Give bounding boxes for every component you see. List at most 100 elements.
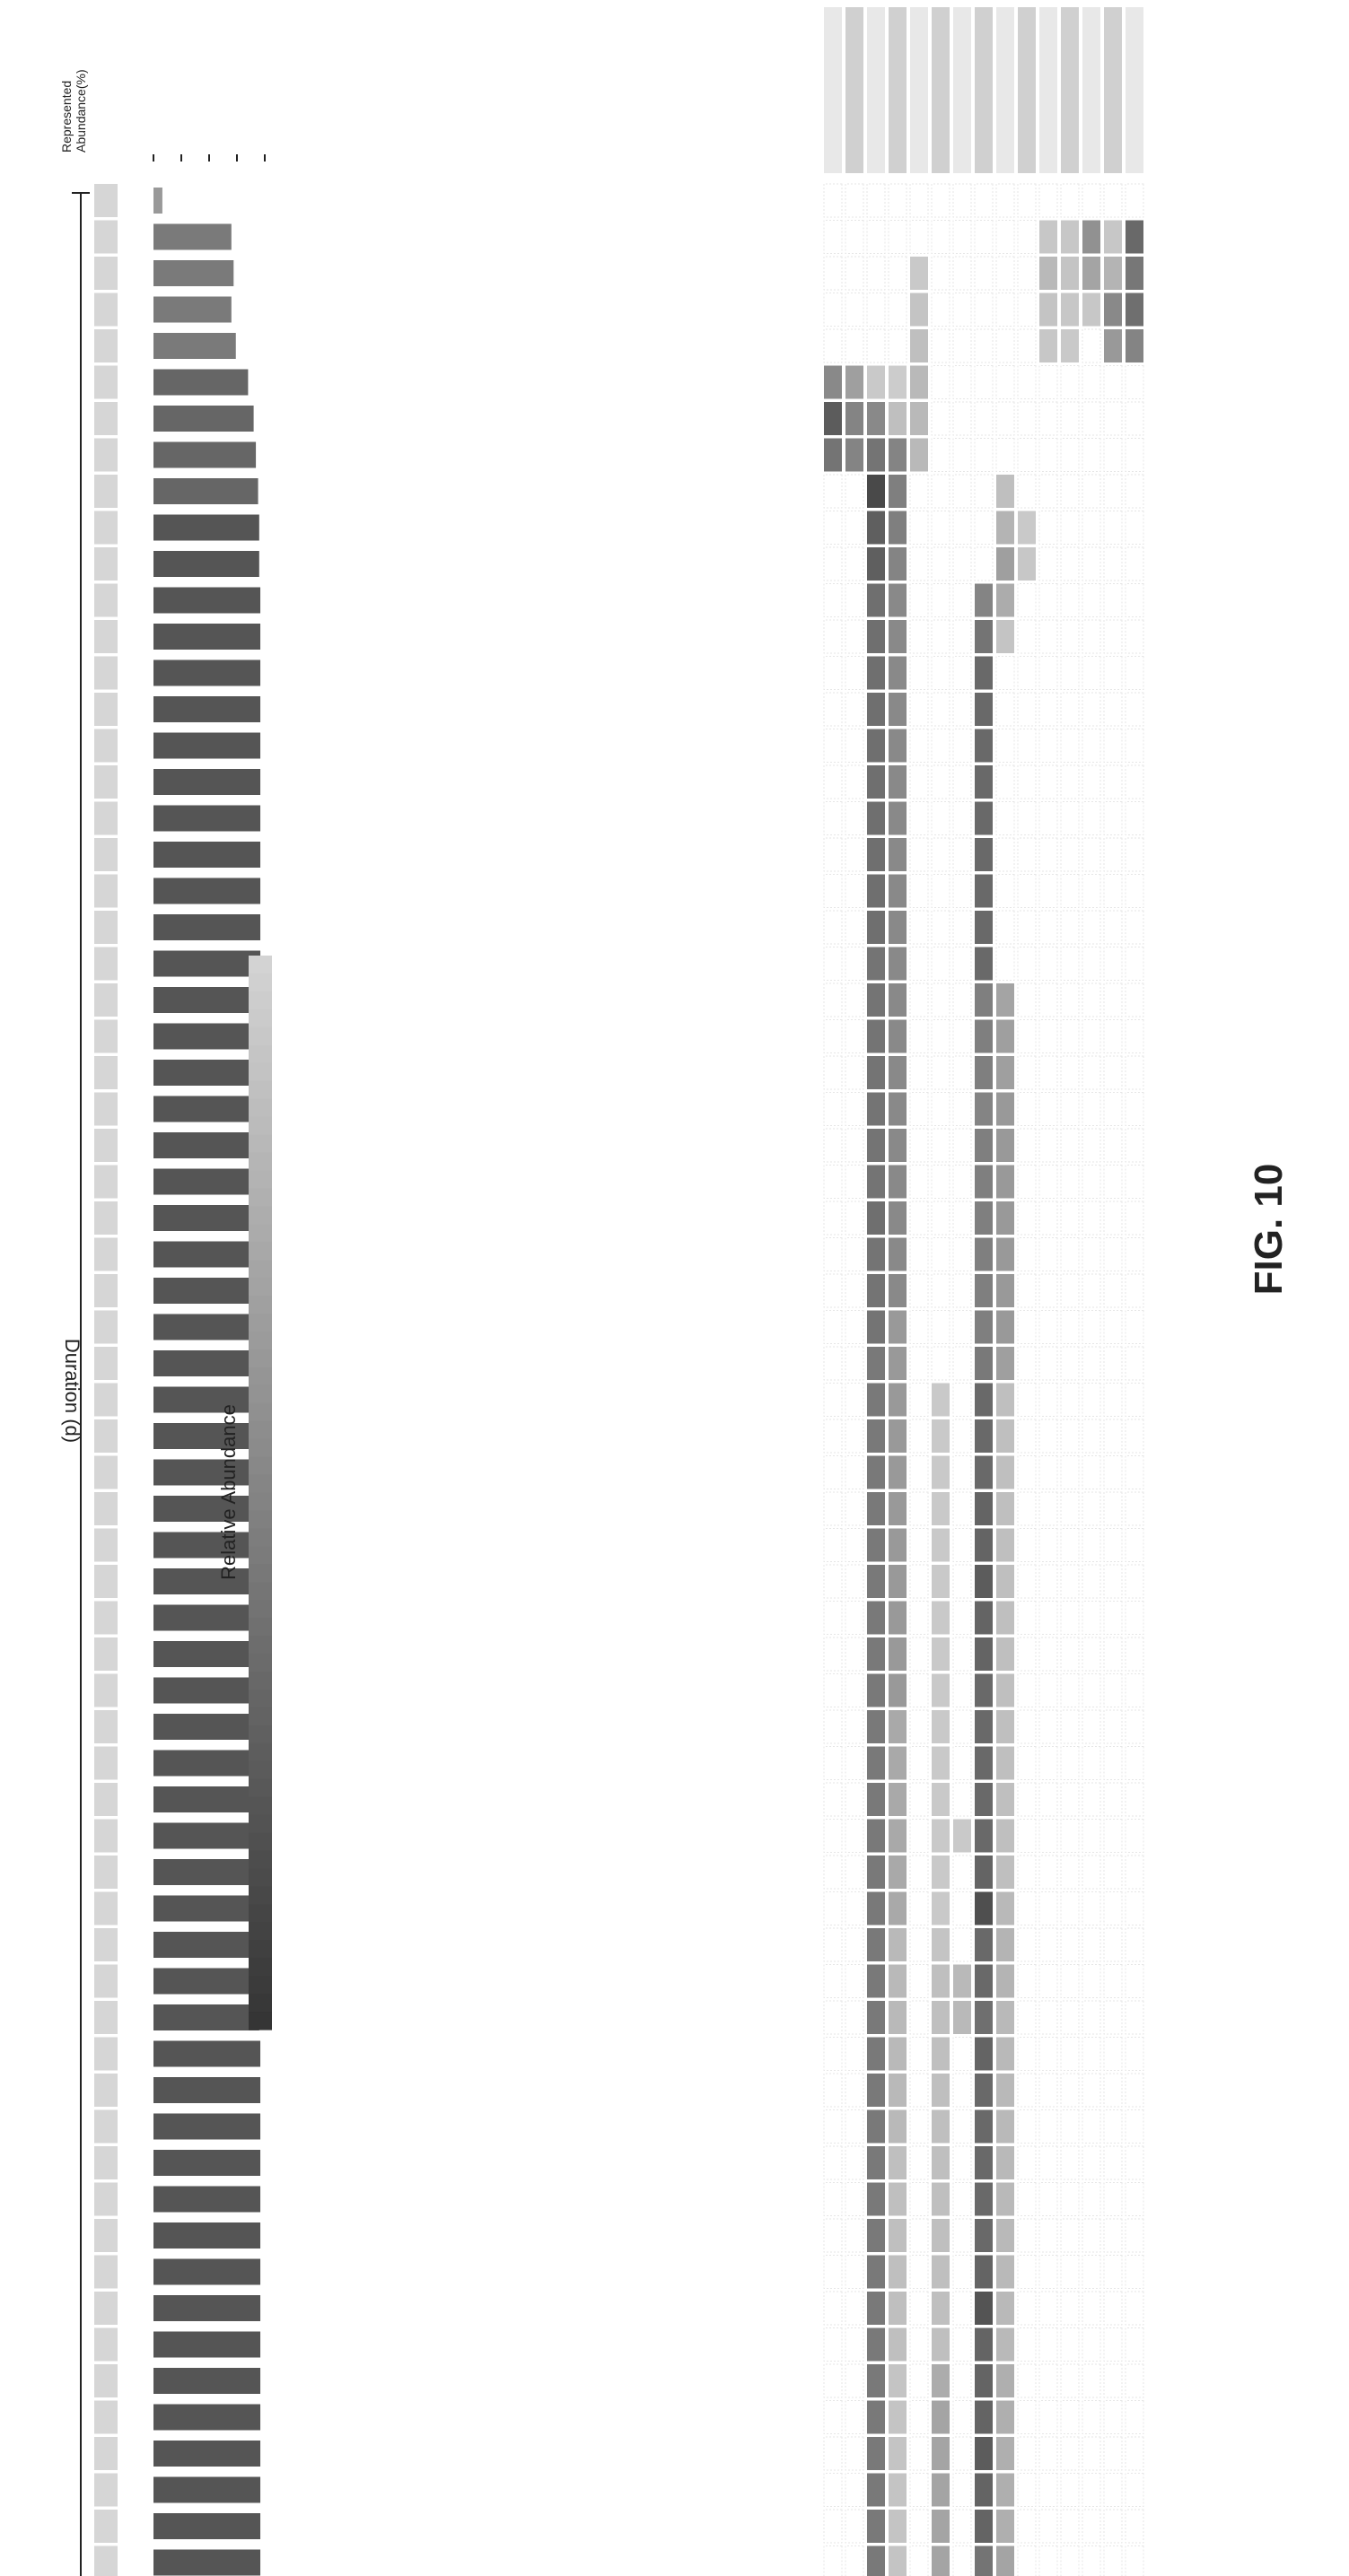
- heatmap-cell: [931, 874, 950, 908]
- heatmap-cell: [975, 1710, 993, 1743]
- heatmap-cell: [952, 947, 972, 981]
- heatmap-cell: [975, 1274, 993, 1307]
- heatmap-cell: [1038, 1128, 1058, 1163]
- heatmap-cell: [931, 183, 950, 218]
- x-tick-bg: [94, 2292, 118, 2325]
- heatmap-cell: [1103, 183, 1123, 218]
- heatmap-cell: [1103, 729, 1123, 763]
- heatmap-cell: [867, 2074, 885, 2107]
- heatmap-cell: [909, 1165, 929, 1199]
- heatmap-cell: [1104, 220, 1122, 254]
- heatmap-cell: [952, 2182, 972, 2216]
- x-tick-bg: [94, 329, 118, 362]
- colorbar-segment: [249, 1742, 272, 1762]
- colorbar-segment: [249, 1331, 272, 1350]
- heatmap-cell: [996, 2182, 1014, 2216]
- heatmap-cell: [845, 1128, 864, 1163]
- heatmap-cell: [867, 1056, 885, 1089]
- heatmap-cell: [1060, 1891, 1080, 1925]
- heatmap-cell: [996, 1165, 1014, 1199]
- heatmap-cell: [1103, 2436, 1123, 2471]
- heatmap-cell: [1038, 1746, 1058, 1780]
- heatmap-cell: [932, 2001, 950, 2034]
- heatmap-cell: [1082, 2436, 1101, 2471]
- heatmap-cell: [889, 1819, 907, 1853]
- heatmap-cell: [996, 2400, 1014, 2434]
- heatmap-cell: [1125, 2145, 1144, 2180]
- heatmap-cell: [823, 1092, 843, 1126]
- colorbar-segment: [249, 956, 272, 974]
- heatmap-cell: [932, 1419, 950, 1453]
- heatmap-cell: [1017, 1055, 1037, 1090]
- colorbar-segment: [249, 1976, 272, 1995]
- heatmap-cell: [1017, 2473, 1037, 2507]
- heatmap-cell: [1060, 910, 1080, 945]
- heatmap-cell: [1038, 2109, 1058, 2144]
- x-tick-bg: [94, 2037, 118, 2071]
- heatmap-cell: [1082, 1746, 1101, 1780]
- heatmap-cell: [823, 546, 843, 581]
- heatmap-cell: [889, 620, 907, 653]
- x-tick-bg: [94, 2327, 118, 2362]
- heatmap-cell: [823, 1455, 843, 1489]
- heatmap-cell: [931, 1273, 950, 1308]
- heatmap-cell: [1038, 2073, 1058, 2108]
- heatmap-cell: [1103, 1637, 1123, 1672]
- heatmap-cell: [1038, 1782, 1058, 1817]
- heatmap-cell: [910, 438, 928, 472]
- heatmap-cell: [909, 2545, 929, 2576]
- heatmap-cell: [1082, 1019, 1101, 1053]
- heatmap-cell: [909, 1564, 929, 1599]
- heatmap-cell: [1103, 546, 1123, 581]
- heatmap-cell: [889, 1565, 907, 1598]
- heatmap-cell: [909, 2000, 929, 2035]
- heatmap-cell: [867, 2437, 885, 2470]
- heatmap-cell: [1060, 1637, 1080, 1672]
- heatmap-cell: [889, 1455, 907, 1489]
- x-tick-bg: [94, 1455, 118, 1489]
- heatmap-cell: [909, 1709, 929, 1744]
- heatmap-cell: [1038, 1165, 1058, 1199]
- heatmap-cell: [1103, 401, 1123, 436]
- heatmap-cell: [1017, 1419, 1037, 1454]
- rotated-figure-group: Represented Abundance(%) Duration (d) Re…: [59, 7, 1144, 2576]
- heatmap-cell: [845, 1528, 864, 1562]
- heatmap-cell: [867, 1565, 885, 1598]
- heatmap-cell: [952, 1782, 972, 1817]
- heatmap-cell: [909, 982, 929, 1017]
- row-label-bg: [1061, 7, 1079, 173]
- x-tick-bg: [94, 983, 118, 1017]
- heatmap-cell: [1082, 1346, 1101, 1381]
- heatmap-cell: [889, 2510, 907, 2543]
- heatmap-cell: [1125, 729, 1144, 763]
- heatmap-cell: [845, 2363, 864, 2398]
- colorbar-segment: [249, 1796, 272, 1816]
- heatmap-cell: [909, 874, 929, 908]
- heatmap-cell: [867, 1165, 885, 1199]
- heatmap-cell: [1017, 1855, 1037, 1890]
- heatmap-cell: [1017, 656, 1037, 690]
- heatmap-cell: [1038, 546, 1058, 581]
- heatmap-cell: [996, 1310, 1014, 1344]
- heatmap-cell: [974, 365, 994, 399]
- heatmap-cell: [1017, 2037, 1037, 2071]
- heatmap-cell: [1017, 2545, 1037, 2576]
- colorbar-segment: [249, 1832, 272, 1852]
- heatmap-cell: [952, 1165, 972, 1199]
- heatmap-cell: [975, 1165, 993, 1199]
- heatmap-cell: [867, 1783, 885, 1816]
- bar: [153, 406, 254, 432]
- colorbar-segment: [249, 1940, 272, 1959]
- heatmap-cell: [1082, 1709, 1101, 1744]
- heatmap-cell: [889, 801, 907, 835]
- heatmap-cell: [1038, 1346, 1058, 1381]
- heatmap-cell: [1103, 2327, 1123, 2362]
- heatmap-cell: [823, 1637, 843, 1672]
- heatmap-cell: [1125, 619, 1144, 654]
- heatmap-cell: [845, 1601, 864, 1635]
- heatmap-cell: [975, 583, 993, 617]
- heatmap-cell: [975, 1891, 993, 1925]
- heatmap-cell: [889, 1928, 907, 1961]
- heatmap-cell: [867, 1455, 885, 1489]
- heatmap-cell: [931, 293, 950, 327]
